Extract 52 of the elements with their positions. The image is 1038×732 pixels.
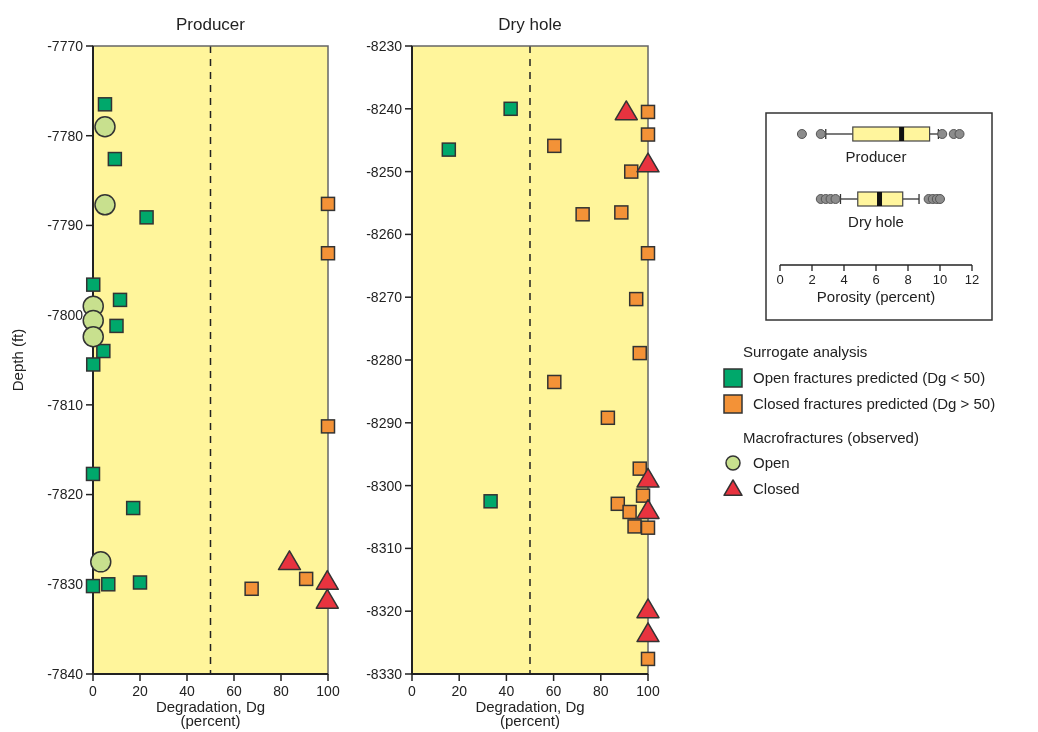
legend-label: Open bbox=[753, 454, 790, 471]
x-tick-label: 20 bbox=[451, 683, 468, 699]
y-tick-label: -7780 bbox=[47, 127, 84, 144]
x-tick-label: 12 bbox=[964, 272, 980, 287]
y-tick-label: -8330 bbox=[366, 665, 403, 682]
x-tick-label: 6 bbox=[872, 272, 880, 287]
x-tick-label: 100 bbox=[636, 683, 660, 699]
x-tick-label: 60 bbox=[226, 683, 242, 699]
x-tick-label: 0 bbox=[89, 683, 98, 699]
category-label: Producer bbox=[845, 148, 907, 165]
x-tick-label: 20 bbox=[132, 683, 148, 699]
y-tick-label: -8280 bbox=[366, 351, 403, 368]
y-tick-label: -7790 bbox=[47, 217, 84, 234]
y-tick-label: -8300 bbox=[366, 477, 403, 494]
x-tick-label: 10 bbox=[932, 272, 948, 287]
x-axis-title: Degradation, Dg (percent) bbox=[155, 698, 266, 729]
x-tick-label: 8 bbox=[904, 272, 912, 287]
legend-label: Open fractures predicted (Dg < 50) bbox=[753, 369, 986, 386]
x-tick-label: 0 bbox=[776, 272, 784, 287]
x-tick-label: 4 bbox=[840, 272, 848, 287]
x-tick-label: 0 bbox=[408, 683, 417, 699]
category-label: Dry hole bbox=[848, 213, 904, 230]
legend-label: Closed fractures predicted (Dg > 50) bbox=[753, 395, 996, 412]
y-tick-label: -8290 bbox=[366, 414, 403, 431]
chart-title: Producer bbox=[176, 15, 246, 34]
x-tick-label: 100 bbox=[316, 683, 340, 699]
chart-title: Dry hole bbox=[498, 15, 562, 34]
y-tick-label: -8320 bbox=[366, 603, 403, 620]
x-axis-title: Porosity (percent) bbox=[816, 288, 936, 305]
y-tick-label: -8240 bbox=[366, 100, 403, 117]
y-tick-label: -7820 bbox=[47, 486, 84, 503]
y-tick-label: -8250 bbox=[366, 163, 403, 180]
x-tick-label: 40 bbox=[498, 683, 515, 699]
y-tick-label: -7830 bbox=[47, 576, 84, 593]
legend-title: Surrogate analysis bbox=[743, 343, 868, 360]
x-axis-title: Degradation, Dg (percent) bbox=[475, 698, 585, 729]
text: Macrofractures (observed) bbox=[743, 429, 919, 446]
y-tick-label: -8260 bbox=[366, 226, 403, 243]
y-tick-label: -8230 bbox=[366, 37, 403, 54]
y-tick-label: -7800 bbox=[47, 307, 84, 324]
y-tick-label: -8270 bbox=[366, 289, 403, 306]
x-tick-label: 2 bbox=[808, 272, 816, 287]
x-tick-label: 80 bbox=[593, 683, 609, 699]
y-axis-title: Depth (ft) bbox=[9, 328, 26, 392]
y-tick-label: -7810 bbox=[47, 396, 84, 413]
y-tick-label: -7770 bbox=[47, 37, 84, 54]
x-tick-label: 40 bbox=[179, 683, 195, 699]
y-tick-label: -8310 bbox=[366, 540, 403, 557]
y-tick-label: -7840 bbox=[47, 665, 84, 682]
legend-label: Closed bbox=[753, 480, 800, 497]
x-tick-label: 80 bbox=[273, 683, 289, 699]
x-tick-label: 60 bbox=[545, 683, 562, 699]
